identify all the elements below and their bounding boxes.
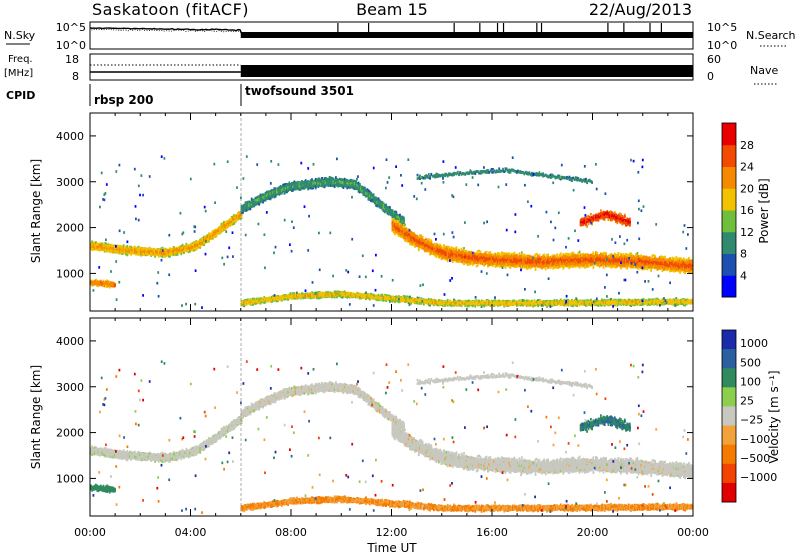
station-title: Saskatoon (fitACF) — [92, 0, 249, 19]
freq-alternating-band — [241, 65, 693, 77]
noise-left-tick-top: 10^5 — [56, 21, 86, 34]
cpid-segment-twofsound: twofsound 3501 — [245, 84, 354, 98]
power-heatmap — [90, 155, 694, 309]
date-label: 22/Aug/2013 — [589, 0, 692, 19]
freq-right-tick-top: 60 — [707, 53, 721, 66]
noise-right-tick-bottom: 10^0 — [707, 39, 737, 52]
noise-right-label: N.Search — [746, 29, 796, 42]
beam-label: Beam 15 — [356, 0, 428, 19]
nave-label: Nave — [750, 64, 778, 77]
freq-left-tick-top: 18 — [65, 53, 79, 66]
freq-right-tick-bottom: 0 — [707, 70, 714, 83]
noise-left-label: N.Sky — [4, 29, 36, 42]
cpid-label: CPID — [6, 89, 35, 102]
freq-left-tick-bottom: 8 — [72, 70, 79, 83]
noise-dense-band — [241, 32, 693, 38]
noise-traces — [90, 23, 693, 38]
freq-left-unit: [MHz] — [4, 68, 33, 79]
cpid-segment-rbsp: rbsp 200 — [94, 93, 153, 107]
freq-left-label: Freq. — [8, 54, 33, 65]
noise-right-tick-top: 10^5 — [707, 21, 737, 34]
noise-left-tick-bottom: 10^0 — [56, 39, 86, 52]
freq-traces — [90, 65, 693, 77]
